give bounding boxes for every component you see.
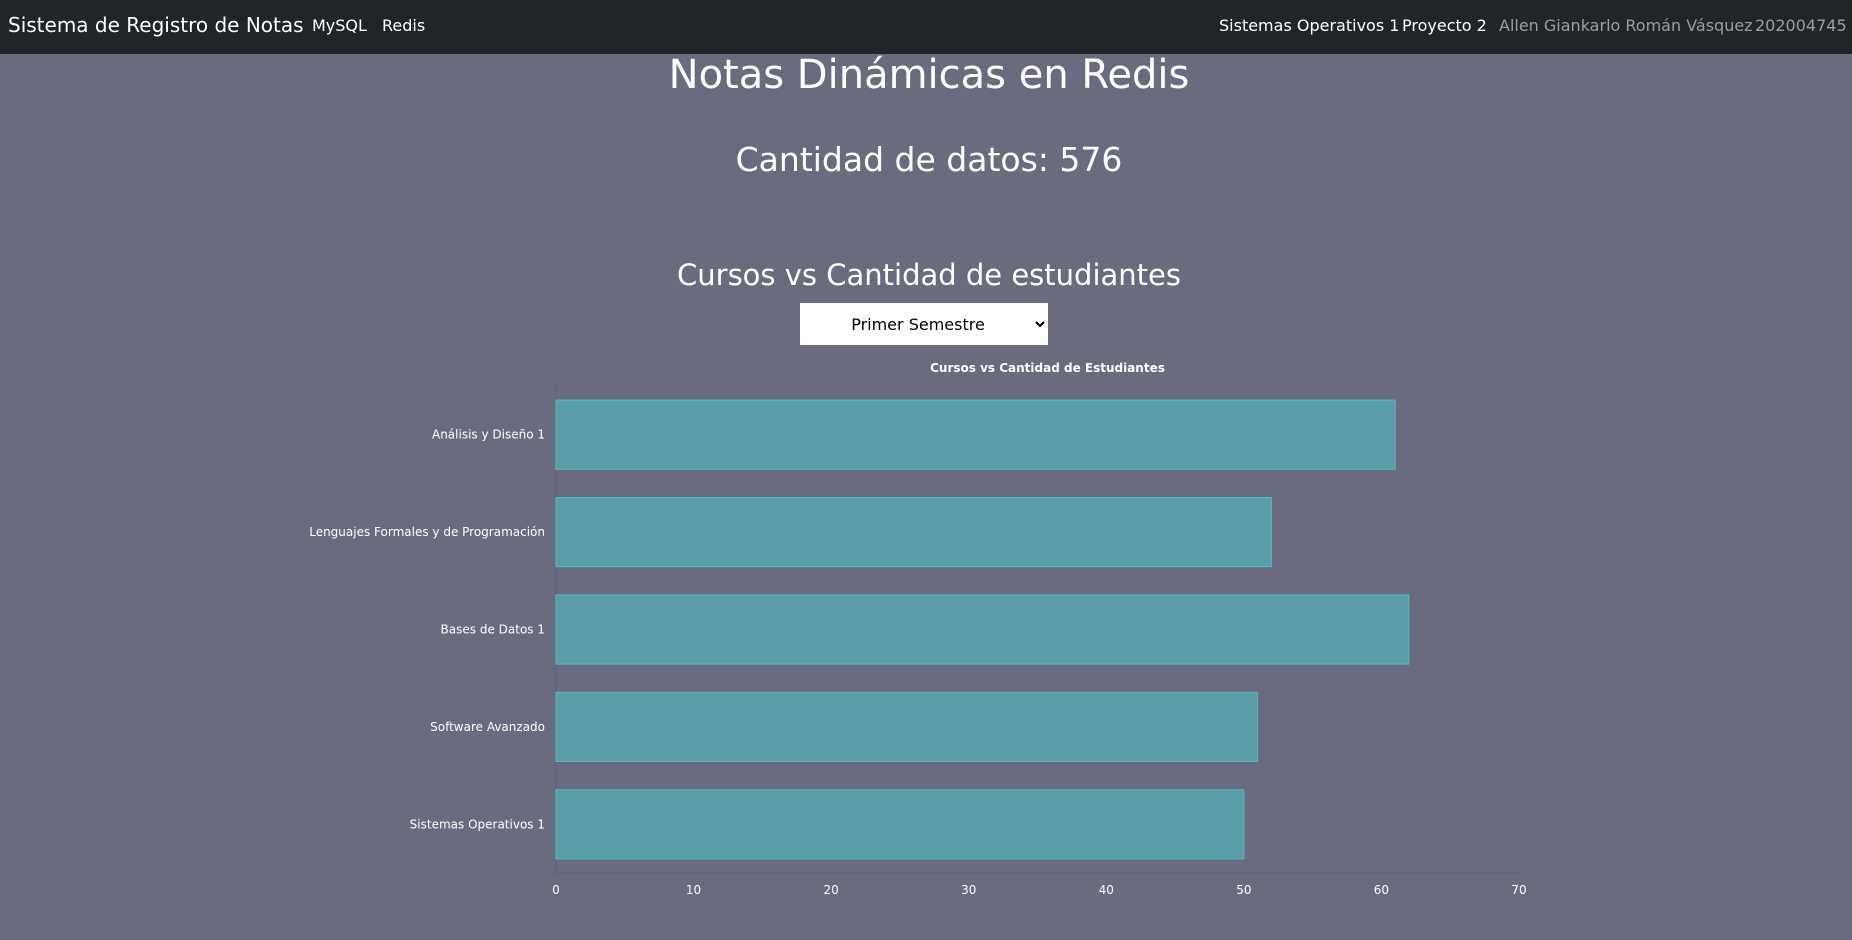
author-name: Allen Giankarlo Román Vásquez [1499,16,1753,35]
nav-link-redis[interactable]: Redis [382,16,426,35]
nav-link-course[interactable]: Sistemas Operativos 1 [1219,16,1400,35]
x-tick-label: 40 [1099,883,1114,897]
navbar-brand[interactable]: Sistema de Registro de Notas [8,13,304,37]
chart-title: Cursos vs Cantidad de Estudiantes [930,361,1165,375]
x-tick-label: 50 [1236,883,1251,897]
x-tick-label: 20 [824,883,839,897]
category-label: Sistemas Operativos 1 [410,817,545,831]
bar [555,594,1410,665]
navbar: Sistema de Registro de Notas MySQL Redis… [0,0,1852,54]
bar [555,691,1259,762]
data-count: Cantidad de datos: 576 [735,140,1123,179]
x-tick-label: 0 [552,883,560,897]
bar [555,789,1245,860]
x-tick-label: 10 [686,883,701,897]
page-title: Notas Dinámicas en Redis [668,52,1190,98]
category-label: Lenguajes Formales y de Programación [309,525,545,539]
category-label: Análisis y Diseño 1 [432,428,545,442]
x-tick-label: 60 [1374,883,1389,897]
nav-link-mysql[interactable]: MySQL [312,16,367,35]
bar [555,399,1396,470]
category-label: Software Avanzado [430,720,545,734]
chart-section-title: Cursos vs Cantidad de estudiantes [677,258,1181,292]
student-id: 202004745 [1755,16,1847,35]
semester-select[interactable]: Primer Semestre [800,303,1048,345]
bar [555,497,1272,568]
x-tick-label: 70 [1511,883,1526,897]
nav-link-project[interactable]: Proyecto 2 [1402,16,1487,35]
x-tick-label: 30 [961,883,976,897]
category-label: Bases de Datos 1 [441,623,545,637]
